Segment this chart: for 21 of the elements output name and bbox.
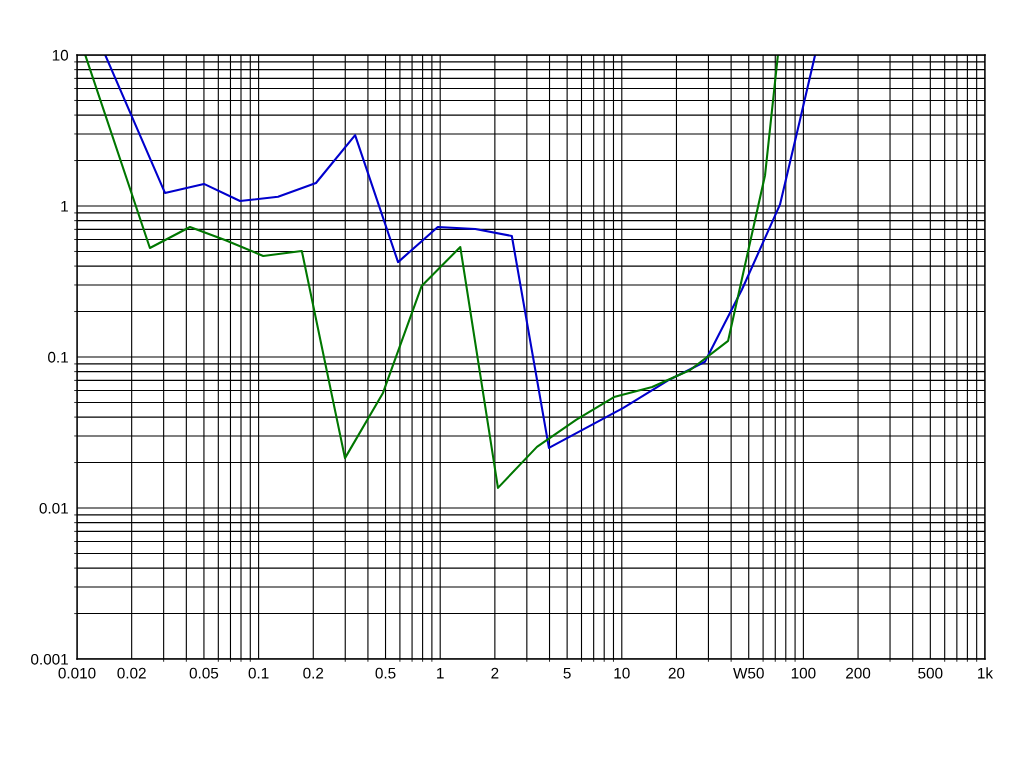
y-tick-label: 1 (61, 201, 68, 212)
x-tick-label: W50 (733, 667, 764, 679)
y-tick-label: 0.001 (31, 653, 68, 665)
x-tick-label: 200 (846, 667, 871, 679)
y-tick-label: 0.1 (48, 351, 68, 363)
x-tick-label: 0.010 (58, 667, 96, 679)
y-tick-label: 10 (52, 49, 69, 61)
x-tick-label: 0.2 (303, 667, 324, 679)
x-tick-label: 1k (978, 667, 994, 679)
x-tick-label: 5 (563, 667, 571, 679)
y-tick-label: 0.01 (39, 502, 68, 514)
x-tick-label: 20 (668, 667, 685, 679)
x-tick-label: 500 (918, 667, 943, 679)
x-tick-label: 2 (491, 667, 499, 679)
x-tick-label: 1 (437, 667, 444, 679)
x-tick-label: 10 (614, 667, 630, 679)
x-tick-label: 0.05 (189, 667, 219, 679)
x-tick-label: 0.02 (117, 667, 146, 679)
x-tick-label: 0.1 (248, 667, 269, 679)
x-tick-label: 100 (791, 667, 816, 679)
x-tick-label: 0.5 (375, 667, 396, 679)
